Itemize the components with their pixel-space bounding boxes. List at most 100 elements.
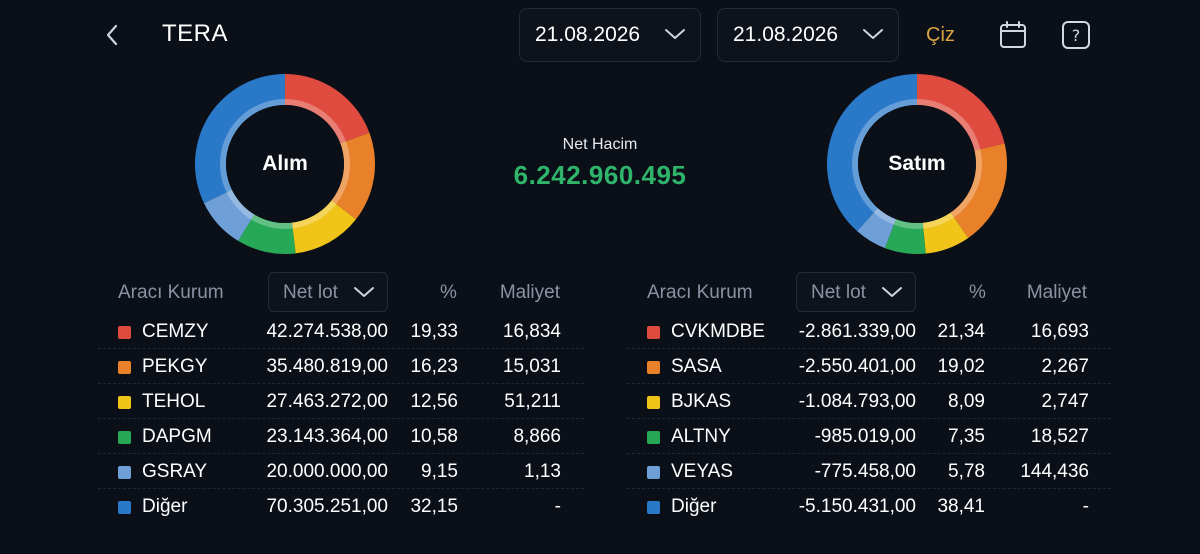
cost-value: 15,031 [502,356,561,377]
start-date-picker[interactable]: 21.08.2026 [519,8,701,62]
sell-donut-segment-6 [827,74,917,232]
color-swatch [647,396,660,409]
cost-value: 16,693 [1030,321,1089,342]
broker-name: ALTNY [671,426,731,447]
sell-donut-hole [858,105,976,223]
dropdown-label: Net lot [811,282,866,303]
net-lot-value: 20.000.000,00 [266,461,388,482]
sell-donut-segment-5 [857,208,896,249]
sell-donut-chart: Satım [827,74,1007,254]
calendar-icon [1000,21,1026,48]
color-swatch [647,326,660,339]
table-row[interactable]: CVKMDBE -2.861.339,00 21,34 16,693 [627,314,1111,349]
cost-value: 51,211 [504,391,561,412]
broker-name: SASA [671,356,722,377]
table-row[interactable]: Diğer 70.305.251,00 32,15 - [98,489,584,524]
buy-donut-chart: Alım [195,74,375,254]
percent-value: 19,02 [937,356,985,377]
percent-value: 10,58 [410,426,458,447]
net-lot-value: 70.305.251,00 [266,496,388,517]
cost-value: 144,436 [1020,461,1089,482]
sell-table-header: Aracı Kurum Net lot % Maliyet [627,272,1111,312]
buy-net-lot-dropdown[interactable]: Net lot [268,272,388,312]
net-lot-value: 42.274.538,00 [266,321,388,342]
broker-name: Diğer [142,496,188,517]
table-row[interactable]: GSRAY 20.000.000,00 9,15 1,13 [98,454,584,489]
net-lot-value: -1.084.793,00 [798,391,916,412]
color-swatch [118,361,131,374]
percent-header: % [969,282,986,303]
cost-value: 16,834 [502,321,561,342]
buy-donut-svg [195,74,375,254]
calendar-button[interactable] [998,20,1028,50]
end-date-picker[interactable]: 21.08.2026 [717,8,899,62]
buy-donut-segment-2 [331,132,375,220]
page-title: TERA [162,20,229,47]
percent-value: 12,56 [410,391,458,412]
sell-donut-svg [827,74,1007,254]
table-row[interactable]: CEMZY 42.274.538,00 19,33 16,834 [98,314,584,349]
buy-donut-segment-4 [238,214,296,254]
table-row[interactable]: SASA -2.550.401,00 19,02 2,267 [627,349,1111,384]
cost-value: - [554,496,561,517]
back-button[interactable] [100,20,124,50]
chevron-down-icon [354,287,374,297]
color-swatch [118,501,131,514]
help-button[interactable]: ? [1061,20,1091,50]
net-lot-value: -775.458,00 [814,461,916,482]
buy-donut-segment-5 [203,189,255,241]
percent-value: 9,15 [421,461,458,482]
color-swatch [647,431,660,444]
net-lot-value: -5.150.431,00 [798,496,916,517]
percent-value: 7,35 [948,426,985,447]
broker-header: Aracı Kurum [647,282,753,303]
dropdown-label: Net lot [283,282,338,303]
table-row[interactable]: BJKAS -1.084.793,00 8,09 2,747 [627,384,1111,419]
table-row[interactable]: DAPGM 23.143.364,00 10,58 8,866 [98,419,584,454]
broker-name: DAPGM [142,426,212,447]
svg-text:?: ? [1072,26,1081,45]
color-swatch [118,326,131,339]
percent-value: 8,09 [948,391,985,412]
sell-donut-segment-3 [922,212,969,254]
color-swatch [647,361,660,374]
broker-name: CVKMDBE [671,321,765,342]
net-lot-value: -2.550.401,00 [798,356,916,377]
draw-button[interactable]: Çiz [926,24,955,46]
buy-donut-label: Alım [262,152,308,175]
chevron-down-icon [665,29,685,39]
broker-name: VEYAS [671,461,733,482]
broker-name: CEMZY [142,321,209,342]
table-row[interactable]: ALTNY -985.019,00 7,35 18,527 [627,419,1111,454]
chevron-down-icon [863,29,883,39]
buy-donut-segment-3 [291,200,356,254]
net-volume-value: 6.242.960.495 [513,160,687,190]
net-lot-value: 23.143.364,00 [266,426,388,447]
percent-value: 21,34 [937,321,985,342]
color-swatch [647,501,660,514]
buy-donut-inner-ring [220,99,350,229]
chevron-down-icon [882,287,902,297]
percent-value: 19,33 [410,321,458,342]
sell-net-lot-dropdown[interactable]: Net lot [796,272,916,312]
net-lot-value: -2.861.339,00 [798,321,916,342]
net-volume-label: Net Hacim [562,136,638,153]
help-icon: ? [1062,21,1090,49]
net-lot-value: 27.463.272,00 [266,391,388,412]
broker-name: BJKAS [671,391,732,412]
color-swatch [118,396,131,409]
cost-value: 8,866 [513,426,561,447]
color-swatch [118,431,131,444]
broker-name: TEHOL [142,391,206,412]
net-lot-value: -985.019,00 [814,426,916,447]
end-date-value: 21.08.2026 [733,23,839,46]
table-row[interactable]: VEYAS -775.458,00 5,78 144,436 [627,454,1111,489]
sell-donut-label: Satım [888,152,946,175]
table-row[interactable]: TEHOL 27.463.272,00 12,56 51,211 [98,384,584,419]
cost-header: Maliyet [1026,282,1087,303]
cost-value: 18,527 [1030,426,1089,447]
buy-donut-hole [226,105,344,223]
cost-value: - [1082,496,1089,517]
table-row[interactable]: PEKGY 35.480.819,00 16,23 15,031 [98,349,584,384]
table-row[interactable]: Diğer -5.150.431,00 38,41 - [627,489,1111,524]
